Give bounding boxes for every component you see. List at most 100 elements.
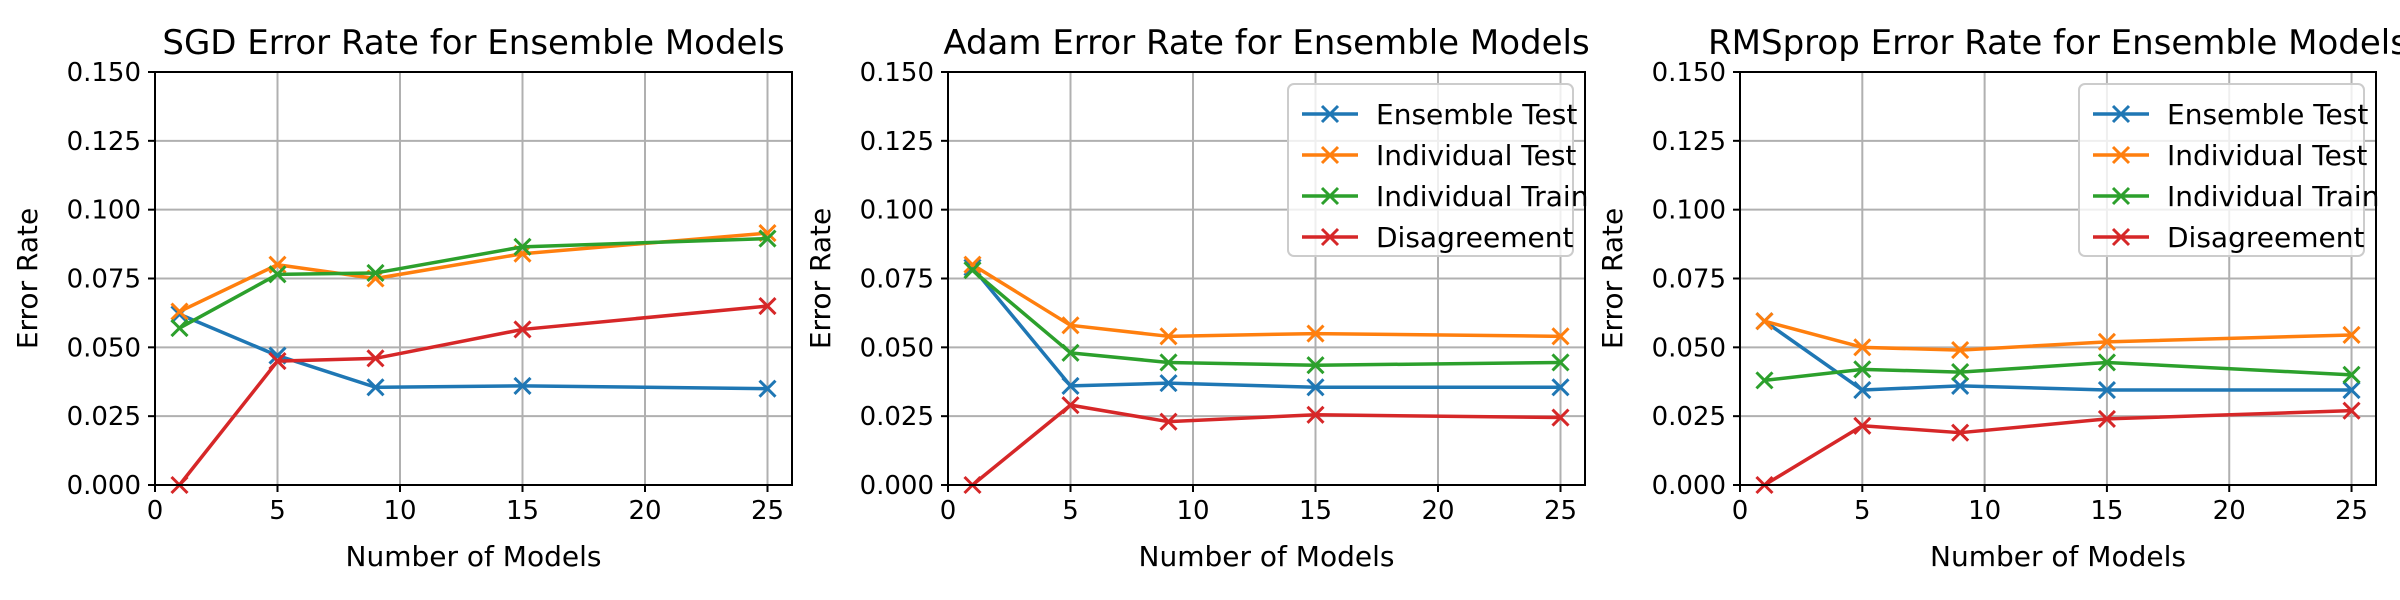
data-point bbox=[1551, 378, 1570, 397]
data-point bbox=[1159, 327, 1178, 346]
data-point bbox=[2097, 380, 2116, 400]
chart-panel-3: 0 5 10 15 20 25 0.000 0.025 0.050 0.075 0.100 0.125… bbox=[1596, 23, 2400, 573]
y-tick-label: 0.125 bbox=[67, 127, 141, 157]
y-tick-label: 0.075 bbox=[1652, 265, 1726, 295]
data-point bbox=[1853, 360, 1872, 379]
data-point bbox=[1951, 423, 1970, 442]
legend-entry: Individual Train bbox=[1302, 180, 1588, 213]
data-point bbox=[2342, 401, 2361, 420]
legend-marker bbox=[2111, 227, 2131, 247]
chart-title: SGD Error Rate for Ensemble Models bbox=[162, 23, 784, 63]
x-tick-label: 20 bbox=[1421, 496, 1454, 526]
legend-entry: Individual Test bbox=[2093, 139, 2367, 172]
data-point bbox=[1159, 374, 1178, 393]
series-disagreement bbox=[963, 396, 1570, 495]
series-ensemble-test bbox=[1755, 312, 2361, 400]
legend-entry: Ensemble Test bbox=[2093, 98, 2368, 131]
data-point bbox=[1159, 412, 1178, 431]
chart-panel-1: 0 5 10 15 20 25 0.000 0.025 0.050 0.075 0.100 0.125… bbox=[11, 23, 793, 573]
legend-marker bbox=[2111, 104, 2131, 124]
legend-marker bbox=[1320, 186, 1340, 206]
data-point bbox=[366, 263, 385, 283]
legend-label: Disagreement bbox=[1376, 221, 1573, 254]
data-point bbox=[1853, 416, 1872, 435]
series-line bbox=[178, 304, 768, 487]
data-point bbox=[1061, 316, 1080, 335]
y-tick-label: 0.150 bbox=[1652, 58, 1726, 88]
x-axis-label: Number of Models bbox=[1930, 540, 2186, 573]
data-point bbox=[1551, 327, 1570, 346]
series-line bbox=[1763, 408, 2352, 487]
data-point bbox=[513, 320, 532, 339]
legend-entry: Ensemble Test bbox=[1302, 98, 1577, 131]
x-tick-label: 0 bbox=[940, 496, 957, 526]
legend-label: Individual Test bbox=[2167, 139, 2367, 172]
legend-box bbox=[2078, 83, 2365, 257]
data-point bbox=[366, 378, 385, 397]
legend-marker bbox=[1320, 104, 1340, 124]
data-point bbox=[268, 265, 287, 284]
data-point bbox=[513, 237, 532, 256]
legend-entry: Disagreement bbox=[1302, 221, 1573, 254]
x-tick-label: 20 bbox=[628, 496, 661, 526]
legend-marker bbox=[1320, 145, 1340, 165]
x-tick-label: 25 bbox=[1544, 496, 1577, 526]
data-point bbox=[1755, 312, 1774, 331]
data-point bbox=[1853, 380, 1872, 400]
x-tick-label: 5 bbox=[1062, 496, 1079, 526]
data-point bbox=[1061, 376, 1080, 395]
legend-entry: Individual Test bbox=[1302, 139, 1576, 172]
legend-box bbox=[1287, 83, 1574, 257]
data-point bbox=[1551, 353, 1570, 372]
series-line bbox=[971, 263, 1561, 339]
series-individual-train bbox=[963, 261, 1570, 375]
legend-label: Individual Test bbox=[1376, 139, 1576, 172]
data-point bbox=[963, 261, 982, 280]
series-ensemble-test bbox=[963, 258, 1570, 397]
x-axis-label: Number of Models bbox=[346, 540, 602, 573]
data-point bbox=[758, 296, 777, 316]
legend-label: Ensemble Test bbox=[1376, 98, 1577, 131]
data-point bbox=[1306, 356, 1325, 375]
data-point bbox=[1159, 353, 1178, 372]
x-tick-label: 15 bbox=[1299, 496, 1332, 526]
x-tick-label: 5 bbox=[269, 496, 286, 526]
y-tick-label: 0.025 bbox=[1652, 402, 1726, 432]
data-point bbox=[513, 376, 532, 395]
x-tick-label: 10 bbox=[383, 496, 416, 526]
y-tick-label: 0.075 bbox=[860, 265, 934, 295]
y-tick-label: 0.000 bbox=[860, 471, 934, 501]
data-point bbox=[2342, 380, 2361, 400]
data-point bbox=[1755, 371, 1774, 390]
series-line bbox=[178, 231, 768, 314]
y-tick-label: 0.000 bbox=[1652, 471, 1726, 501]
data-point bbox=[1306, 405, 1325, 424]
data-point bbox=[2342, 365, 2361, 384]
series-line bbox=[1763, 319, 2352, 392]
series-line bbox=[178, 312, 768, 391]
x-tick-label: 0 bbox=[1732, 496, 1749, 526]
y-tick-label: 0.100 bbox=[67, 196, 141, 226]
data-point bbox=[170, 318, 189, 338]
x-tick-label: 0 bbox=[147, 496, 164, 526]
data-point bbox=[2097, 409, 2116, 428]
legend-label: Ensemble Test bbox=[2167, 98, 2368, 131]
y-tick-label: 0.125 bbox=[860, 127, 934, 157]
x-tick-label: 10 bbox=[1176, 496, 1209, 526]
data-point bbox=[963, 255, 982, 274]
data-point bbox=[2097, 353, 2116, 372]
series-disagreement bbox=[1755, 401, 2361, 495]
data-point bbox=[1951, 376, 1970, 395]
legend-label: Disagreement bbox=[2167, 221, 2364, 254]
data-point bbox=[1951, 363, 1970, 382]
y-tick-label: 0.050 bbox=[1652, 333, 1726, 363]
data-point bbox=[2342, 325, 2361, 345]
series-disagreement bbox=[170, 296, 777, 495]
chart-title: RMSprop Error Rate for Ensemble Models bbox=[1708, 23, 2400, 63]
legend-entry: Individual Train bbox=[2093, 180, 2379, 213]
series-individual-test bbox=[1755, 312, 2361, 360]
data-point bbox=[366, 349, 385, 368]
x-tick-label: 25 bbox=[751, 496, 784, 526]
